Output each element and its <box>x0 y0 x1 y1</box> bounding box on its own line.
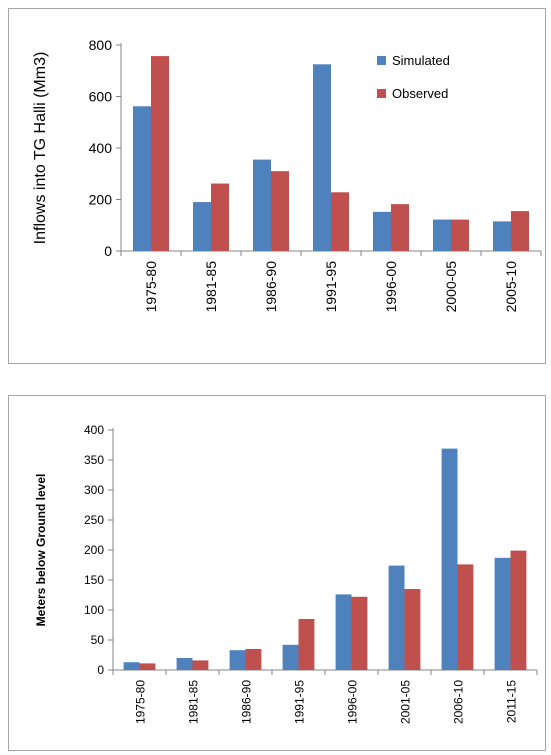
bar-simulated-1981-85 <box>193 202 211 251</box>
bar-observed-1991-95 <box>331 192 349 251</box>
y-tick-label: 400 <box>84 423 104 437</box>
y-tick-label: 200 <box>84 543 104 557</box>
chart-panel-inflows: Inflows into TG Halli (Mm3) 0 200 400 600 800… <box>8 8 546 364</box>
x-category-label: 1975-80 <box>143 261 159 313</box>
y-tick-label: 100 <box>84 603 104 617</box>
bar-observed-1996-00 <box>391 204 409 251</box>
bar-series-2-1991-95 <box>298 619 315 670</box>
bar-series-2-2001-05 <box>404 589 421 670</box>
bar-series-1-1981-85 <box>176 658 193 670</box>
x-category-label: 1991-95 <box>323 261 339 313</box>
y-tick-label: 200 <box>89 192 113 208</box>
bar-simulated-1975-80 <box>133 106 151 251</box>
bar-series-2-1996-00 <box>351 596 368 670</box>
bar-series-2-2011-15 <box>510 550 527 670</box>
bar-series-1-1975-80 <box>123 662 140 670</box>
x-category-label: 1975-80 <box>134 680 148 724</box>
y-tick-label: 0 <box>97 663 104 677</box>
bar-series-1-2006-10 <box>441 448 458 670</box>
y-tick-label: 300 <box>84 483 104 497</box>
y-tick-label: 50 <box>91 633 105 647</box>
bar-series-2-1981-85 <box>192 660 209 670</box>
x-category-label: 2001-05 <box>399 680 413 724</box>
bar-observed-1975-80 <box>151 56 169 252</box>
x-category-label: 1986-90 <box>240 680 254 724</box>
bar-series-1-1986-90 <box>229 650 246 670</box>
y-tick-label: 0 <box>104 243 112 259</box>
x-category-label: 2006-10 <box>452 680 466 724</box>
bar-observed-2005-10 <box>511 211 529 251</box>
bar-observed-1986-90 <box>271 171 289 251</box>
legend-swatch <box>377 89 386 98</box>
bar-series-1-1991-95 <box>282 644 299 670</box>
bar-simulated-1996-00 <box>373 211 391 251</box>
y-tick-label: 350 <box>84 453 104 467</box>
y-tick-label: 800 <box>89 37 113 53</box>
y-tick-label: 150 <box>84 573 104 587</box>
y-axis-label: Inflows into TG Halli (Mm3) <box>32 52 49 245</box>
x-category-label: 1986-90 <box>263 261 279 313</box>
x-category-label: 1981-85 <box>187 680 201 724</box>
x-category-label: 2011-15 <box>505 680 519 723</box>
bar-observed-2000-05 <box>451 219 469 251</box>
bar-series-1-2011-15 <box>494 557 511 670</box>
bar-series-2-1975-80 <box>139 663 156 670</box>
x-category-label: 2005-10 <box>503 261 519 313</box>
bar-simulated-1991-95 <box>313 64 331 251</box>
bar-simulated-2005-10 <box>493 221 511 251</box>
bar-series-1-1996-00 <box>335 594 352 670</box>
groundwater-bar-chart: Meters below Ground level 0 50 100 150 200 250… <box>34 423 538 724</box>
bar-series-2-2006-10 <box>457 564 474 670</box>
x-category-label: 1981-85 <box>203 261 219 313</box>
x-category-label: 1991-95 <box>293 680 307 724</box>
bar-simulated-1986-90 <box>253 159 271 251</box>
bar-simulated-2000-05 <box>433 219 451 251</box>
bar-series-1-2001-05 <box>388 565 405 670</box>
legend-label: Simulated <box>392 53 450 68</box>
inflows-bar-chart: Inflows into TG Halli (Mm3) 0 200 400 600 800… <box>32 37 542 313</box>
x-category-label: 1996-00 <box>346 680 360 724</box>
y-axis-label: Meters below Ground level <box>34 474 48 627</box>
legend-swatch <box>377 56 386 65</box>
bar-series-2-1986-90 <box>245 649 262 670</box>
x-category-label: 1996-00 <box>383 261 399 313</box>
chart-panel-groundwater: Meters below Ground level 0 50 100 150 200 250… <box>8 395 546 751</box>
y-tick-label: 250 <box>84 513 104 527</box>
x-category-label: 2000-05 <box>443 261 459 313</box>
y-tick-label: 600 <box>89 89 113 105</box>
y-tick-label: 400 <box>89 140 113 156</box>
legend-label: Observed <box>392 86 448 101</box>
bar-observed-1981-85 <box>211 183 229 251</box>
